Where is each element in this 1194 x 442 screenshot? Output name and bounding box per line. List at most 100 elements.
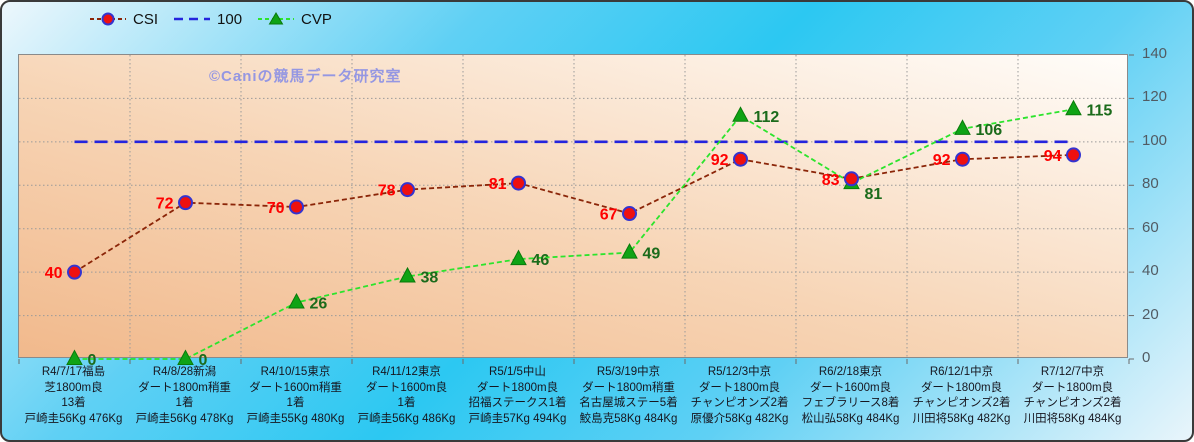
x-axis-label-line: 戸崎圭55Kg 480Kg bbox=[246, 412, 345, 425]
data-point-cvp bbox=[288, 292, 305, 309]
x-axis-label-line: ダート1800m稍重 bbox=[582, 381, 675, 394]
data-label-csi: 78 bbox=[378, 183, 396, 200]
x-axis-label: R7/12/7中京 ダート1800m良 チャンピオンズ2着 川田将58Kg 484Kg bbox=[1017, 365, 1128, 427]
x-axis-label-line: R6/12/1中京 bbox=[929, 366, 994, 378]
y-tick-label: 0 bbox=[1142, 349, 1151, 366]
x-axis-label: R4/11/12東京 ダート1600m良 1着 戸崎圭56Kg 486Kg bbox=[351, 365, 462, 427]
x-axis-label-line: 戸崎圭56Kg 486Kg bbox=[357, 412, 456, 425]
x-axis-label-line: 1着 bbox=[175, 397, 194, 409]
x-axis-label-line: ダート1800m良 bbox=[698, 381, 781, 394]
series-line-cvp bbox=[74, 108, 1074, 360]
data-point-csi bbox=[178, 195, 193, 211]
csi-legend-swatch-icon bbox=[90, 12, 126, 26]
x-axis-label: R6/2/18東京 ダート1600m良 フェブラリース8着 松山弘58Kg 484Kg bbox=[795, 365, 906, 427]
data-label-cvp: 46 bbox=[532, 252, 550, 269]
x-axis-label: R5/1/5中山ダート1800m良 招福ステークス1着 戸崎圭57Kg 494Kg bbox=[462, 365, 573, 427]
x-axis-label: R5/3/19中京ダート1800m稍重 名古屋城ステー5着 鮫島克58Kg 484K… bbox=[573, 365, 684, 427]
x-axis-label-line: ダート1600m稍重 bbox=[249, 381, 342, 394]
x-axis-label-line: ダート1800m良 bbox=[920, 381, 1003, 394]
y-tick-label: 20 bbox=[1142, 305, 1159, 323]
legend-label-cvp: CVP bbox=[301, 10, 332, 28]
data-point-csi bbox=[733, 151, 748, 167]
x-axis-label-line: 招福ステークス1着 bbox=[468, 397, 567, 409]
y-tick-label: 40 bbox=[1142, 262, 1159, 280]
data-point-cvp bbox=[66, 349, 83, 365]
x-axis-label-line: 戸崎圭56Kg 476Kg bbox=[24, 412, 123, 425]
data-label-csi: 92 bbox=[933, 152, 951, 169]
data-label-csi: 72 bbox=[156, 196, 174, 213]
data-label-csi: 92 bbox=[711, 152, 729, 169]
data-point-csi bbox=[511, 175, 526, 191]
data-point-cvp bbox=[954, 119, 971, 135]
data-label-cvp: 38 bbox=[421, 269, 439, 286]
data-point-cvp bbox=[621, 243, 638, 259]
data-point-cvp bbox=[732, 106, 749, 122]
series-line-csi bbox=[74, 153, 1074, 273]
data-label-cvp: 26 bbox=[310, 296, 328, 313]
data-point-cvp bbox=[1065, 99, 1082, 116]
y-tick-label: 60 bbox=[1142, 218, 1159, 236]
y-tick-label: 100 bbox=[1142, 131, 1168, 149]
x-axis-label: R5/12/3中京 ダート1800m良 チャンピオンズ2着 原優介58Kg 482Kg bbox=[684, 365, 795, 427]
x-axis-label-line: 松山弘58Kg 484Kg bbox=[801, 412, 900, 425]
x-axis-label-line: 戸崎圭57Kg 494Kg bbox=[468, 412, 567, 425]
x-axis-label-line: R5/3/19中京 bbox=[596, 366, 661, 378]
x-axis-label-line: ダート1800m良 bbox=[476, 381, 559, 394]
y-tick-label: 120 bbox=[1142, 88, 1168, 106]
data-point-csi bbox=[1066, 147, 1081, 163]
x-axis: R4/7/17福島 芝1800m良 13着 戸崎圭56Kg 476Kg R4/8/28新… bbox=[18, 365, 1128, 427]
data-label-csi: 83 bbox=[822, 172, 840, 189]
x-axis-label-line: 川田将58Kg 484Kg bbox=[1023, 412, 1122, 425]
plot-area: 0 0 26 38 46 49 112 81 106 115 40 72 70 78 81 67 92 83 92 9… bbox=[18, 54, 1134, 369]
legend-label-csi: CSI bbox=[133, 10, 159, 28]
x-axis-label-line: 名古屋城ステー5着 bbox=[579, 397, 678, 409]
data-label-csi: 40 bbox=[45, 265, 63, 282]
legend-item-csi: CSI bbox=[88, 11, 158, 28]
y-axis: 0 20 40 60 80 100 120 140 bbox=[1142, 2, 1192, 440]
data-point-csi bbox=[289, 199, 304, 215]
data-point-csi bbox=[67, 264, 82, 280]
data-label-cvp: 81 bbox=[865, 186, 883, 203]
x-axis-label-line: 戸崎圭56Kg 478Kg bbox=[135, 412, 234, 425]
data-point-cvp bbox=[177, 349, 194, 365]
x-axis-label-line: チャンピオンズ2着 bbox=[912, 397, 1011, 409]
x-axis-label-line: 1着 bbox=[397, 397, 416, 409]
x-axis-label-line: R4/7/17福島 bbox=[41, 366, 106, 378]
legend-label-100: 100 bbox=[217, 10, 243, 28]
x-axis-label-line: R4/11/12東京 bbox=[372, 366, 441, 378]
data-point-csi bbox=[844, 171, 859, 187]
x-axis-label-line: ダート1800m良 bbox=[1031, 381, 1114, 394]
data-label-cvp: 0 bbox=[199, 352, 208, 369]
data-label-csi: 70 bbox=[267, 200, 285, 217]
data-label-cvp: 106 bbox=[976, 122, 1003, 139]
x-axis-label-line: R5/1/5中山 bbox=[489, 366, 546, 378]
data-label-cvp: 115 bbox=[1087, 102, 1113, 119]
plot-svg: 0 0 26 38 46 49 112 81 106 115 40 72 70 78 81 67 92 83 92 9… bbox=[18, 54, 1134, 369]
x-axis-label-line: フェブラリース8着 bbox=[801, 397, 900, 409]
x-axis-label: R6/12/1中京 ダート1800m良 チャンピオンズ2着 川田将58Kg 482Kg bbox=[906, 365, 1017, 427]
x-axis-label-line: 1着 bbox=[286, 397, 305, 409]
x-axis-label-line: R6/2/18東京 bbox=[818, 366, 883, 378]
y-tick-label: 80 bbox=[1142, 175, 1159, 193]
data-label-cvp: 112 bbox=[754, 109, 780, 126]
x-axis-label-line: R4/10/15東京 bbox=[260, 366, 331, 378]
x-axis-label-line: 芝1800m良 bbox=[44, 381, 103, 394]
legend-item-100: 100 bbox=[172, 11, 242, 28]
data-label-csi: 67 bbox=[600, 207, 618, 224]
x-axis-label-line: 鮫島克58Kg 484Kg bbox=[579, 412, 678, 425]
x-axis-label-line: 原優介58Kg 482Kg bbox=[690, 412, 789, 425]
x-axis-label-line: R5/12/3中京 bbox=[707, 366, 772, 378]
data-point-cvp bbox=[399, 266, 416, 283]
x-axis-label-line: 川田将58Kg 482Kg bbox=[912, 412, 1011, 425]
x-axis-label: R4/8/28新潟 ダート1800m稍重 1着 戸崎圭56Kg 478Kg bbox=[129, 365, 240, 427]
data-label-csi: 94 bbox=[1044, 148, 1062, 165]
x-axis-label-line: 13着 bbox=[61, 397, 86, 409]
x-axis-label-line: チャンピオンズ2着 bbox=[1023, 397, 1122, 409]
data-label-cvp: 0 bbox=[88, 352, 97, 369]
legend: CSI 100 CVP bbox=[88, 6, 332, 32]
data-point-csi bbox=[622, 206, 637, 222]
x-axis-label-line: ダート1800m稍重 bbox=[138, 381, 231, 394]
x-axis-label-line: ダート1600m良 bbox=[809, 381, 892, 394]
x-axis-label: R4/7/17福島 芝1800m良 13着戸崎圭56Kg 476Kg bbox=[18, 365, 129, 427]
